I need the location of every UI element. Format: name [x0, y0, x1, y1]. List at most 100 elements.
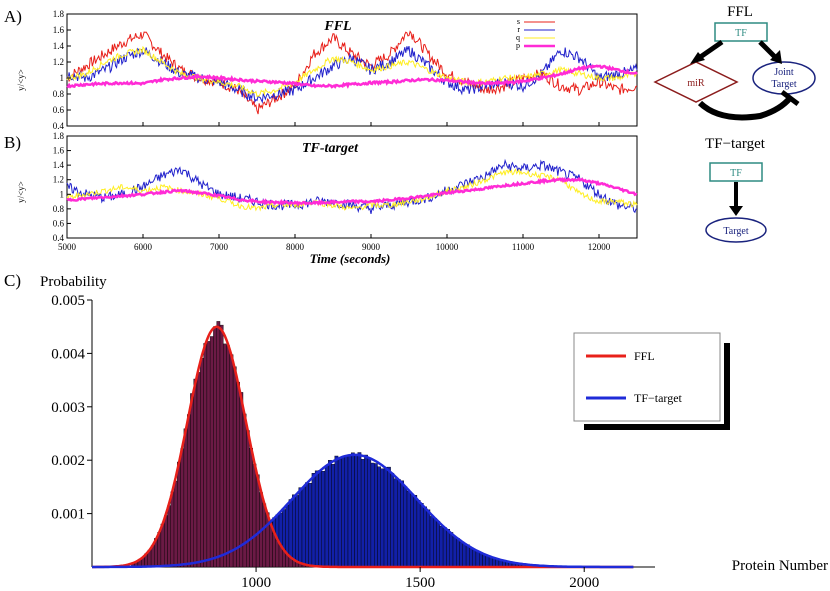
histogram-bar: [177, 461, 181, 568]
histogram-bar: [426, 509, 431, 568]
histogram-bar: [167, 505, 171, 568]
histogram-bar: [449, 532, 454, 568]
series-s-line: [66, 30, 638, 115]
y-tick-label: 1.2: [53, 57, 64, 67]
y-tick-label: 0.003: [51, 400, 85, 416]
y-tick-label: 0.004: [51, 346, 85, 362]
panel-b-title: TF-target: [302, 141, 359, 156]
histogram-bar: [272, 533, 276, 568]
histogram-bar: [219, 324, 224, 568]
histogram-bar: [232, 366, 237, 568]
fit-curve: [92, 453, 634, 569]
histogram-bar: [262, 503, 267, 568]
ffl-network-title: FFL: [727, 4, 753, 20]
y-tick-label: 0.8: [53, 204, 65, 214]
histogram-bar: [436, 521, 441, 568]
panel-c-legend: FFL TF−target: [573, 332, 730, 430]
y-tick-label: 1: [60, 189, 65, 199]
panel-c-chart: 0.001 0.002 0.003 0.004 0.005 1000 1500 2000 Pr…: [51, 293, 828, 591]
histogram-bar: [400, 480, 404, 568]
histogram-bar: [252, 463, 257, 568]
x-tick-label: 12000: [588, 242, 611, 252]
ffl-tf-node: [714, 22, 768, 42]
y-tick-label: 1.4: [53, 41, 65, 51]
legend-label-s: s: [517, 17, 520, 26]
legend-label-p: p: [516, 41, 520, 50]
histogram-bar: [190, 393, 194, 568]
x-tick-label: 5000: [58, 242, 77, 252]
y-tick-label: 0.005: [51, 293, 85, 309]
tf-node: [709, 162, 763, 182]
panel-a-ylabel: y/<y>: [16, 69, 26, 91]
panel-a-title: FFL: [323, 19, 351, 34]
panel-b-chart: 0.4 0.6 0.8 1 1.2 1.4 1.6 1.8 5000 6000 7000 8000 90…: [16, 131, 638, 266]
histogram-bar: [255, 474, 260, 568]
y-tick-label: 1: [60, 73, 65, 83]
histogram-bar: [459, 541, 463, 568]
ffl-tf-label: TF: [735, 28, 747, 39]
y-tick-label: 1.6: [53, 25, 65, 35]
x-tick-label: 9000: [362, 242, 381, 252]
histogram-bar: [200, 358, 204, 568]
histogram-bar: [314, 470, 319, 568]
histogram-bar: [360, 459, 365, 568]
histogram-bar: [472, 549, 477, 568]
histogram-bar: [183, 428, 188, 568]
legend-label-q: q: [516, 33, 520, 42]
histogram-bar: [213, 326, 217, 568]
legend-shadow: [584, 343, 730, 430]
histogram-bar: [318, 470, 322, 568]
histogram-bar: [311, 473, 316, 568]
histogram-bar: [475, 551, 480, 568]
mir-node: [653, 61, 739, 103]
tf-node-label: TF: [730, 168, 742, 179]
histogram-bar: [397, 479, 401, 568]
y-tick-label: 0.6: [53, 218, 65, 228]
histogram-bar: [305, 482, 309, 568]
histogram-bar: [462, 543, 467, 568]
histogram-bar: [196, 372, 201, 568]
histogram-bar: [465, 544, 470, 568]
series-q-line: [66, 45, 638, 97]
histogram-bar: [295, 495, 299, 568]
histogram-bar: [403, 486, 408, 568]
panel-b-xlabel: Time (seconds): [310, 251, 391, 266]
histogram-bar: [433, 518, 437, 568]
histogram-bar: [367, 457, 372, 568]
histogram-bar: [380, 468, 385, 568]
histogram-bar: [321, 471, 326, 568]
y-tick-label: 1.2: [53, 175, 64, 185]
histogram-bar: [387, 466, 391, 568]
histogram-bar: [193, 378, 198, 568]
x-tick-label: 1000: [241, 575, 271, 591]
histogram-bar: [334, 455, 339, 568]
histogram-bar: [236, 381, 240, 568]
histogram-bar: [357, 452, 362, 568]
panel-c-label: C): [4, 271, 21, 290]
histogram-bar: [364, 454, 368, 568]
histogram-bar: [406, 491, 411, 568]
tf-to-target-arrow: [758, 40, 778, 60]
histogram-bar: [245, 430, 250, 568]
histogram-bar: [180, 448, 185, 568]
legend-tf-target-label: TF−target: [634, 391, 683, 405]
x-tick-label: 7000: [210, 242, 229, 252]
histogram-bar: [383, 467, 388, 568]
histogram-bar: [423, 506, 427, 568]
x-tick-label: 11000: [512, 242, 535, 252]
histogram-bar: [456, 538, 460, 568]
histogram-bar: [469, 547, 473, 568]
histogram-bar: [439, 526, 444, 568]
histogram-bar: [479, 552, 483, 568]
panel-b-label: B): [4, 133, 21, 152]
x-tick-label: 6000: [134, 242, 153, 252]
histogram-bar: [298, 487, 303, 568]
tf-to-target-arrowhead: [770, 50, 782, 64]
joint-target-label-1: Joint: [774, 67, 794, 78]
series-p-line: [66, 176, 638, 207]
histogram-bar: [229, 354, 234, 568]
series-q-line: [66, 168, 638, 212]
series-p-line: [66, 64, 638, 89]
legend-ffl-label: FFL: [634, 349, 655, 363]
